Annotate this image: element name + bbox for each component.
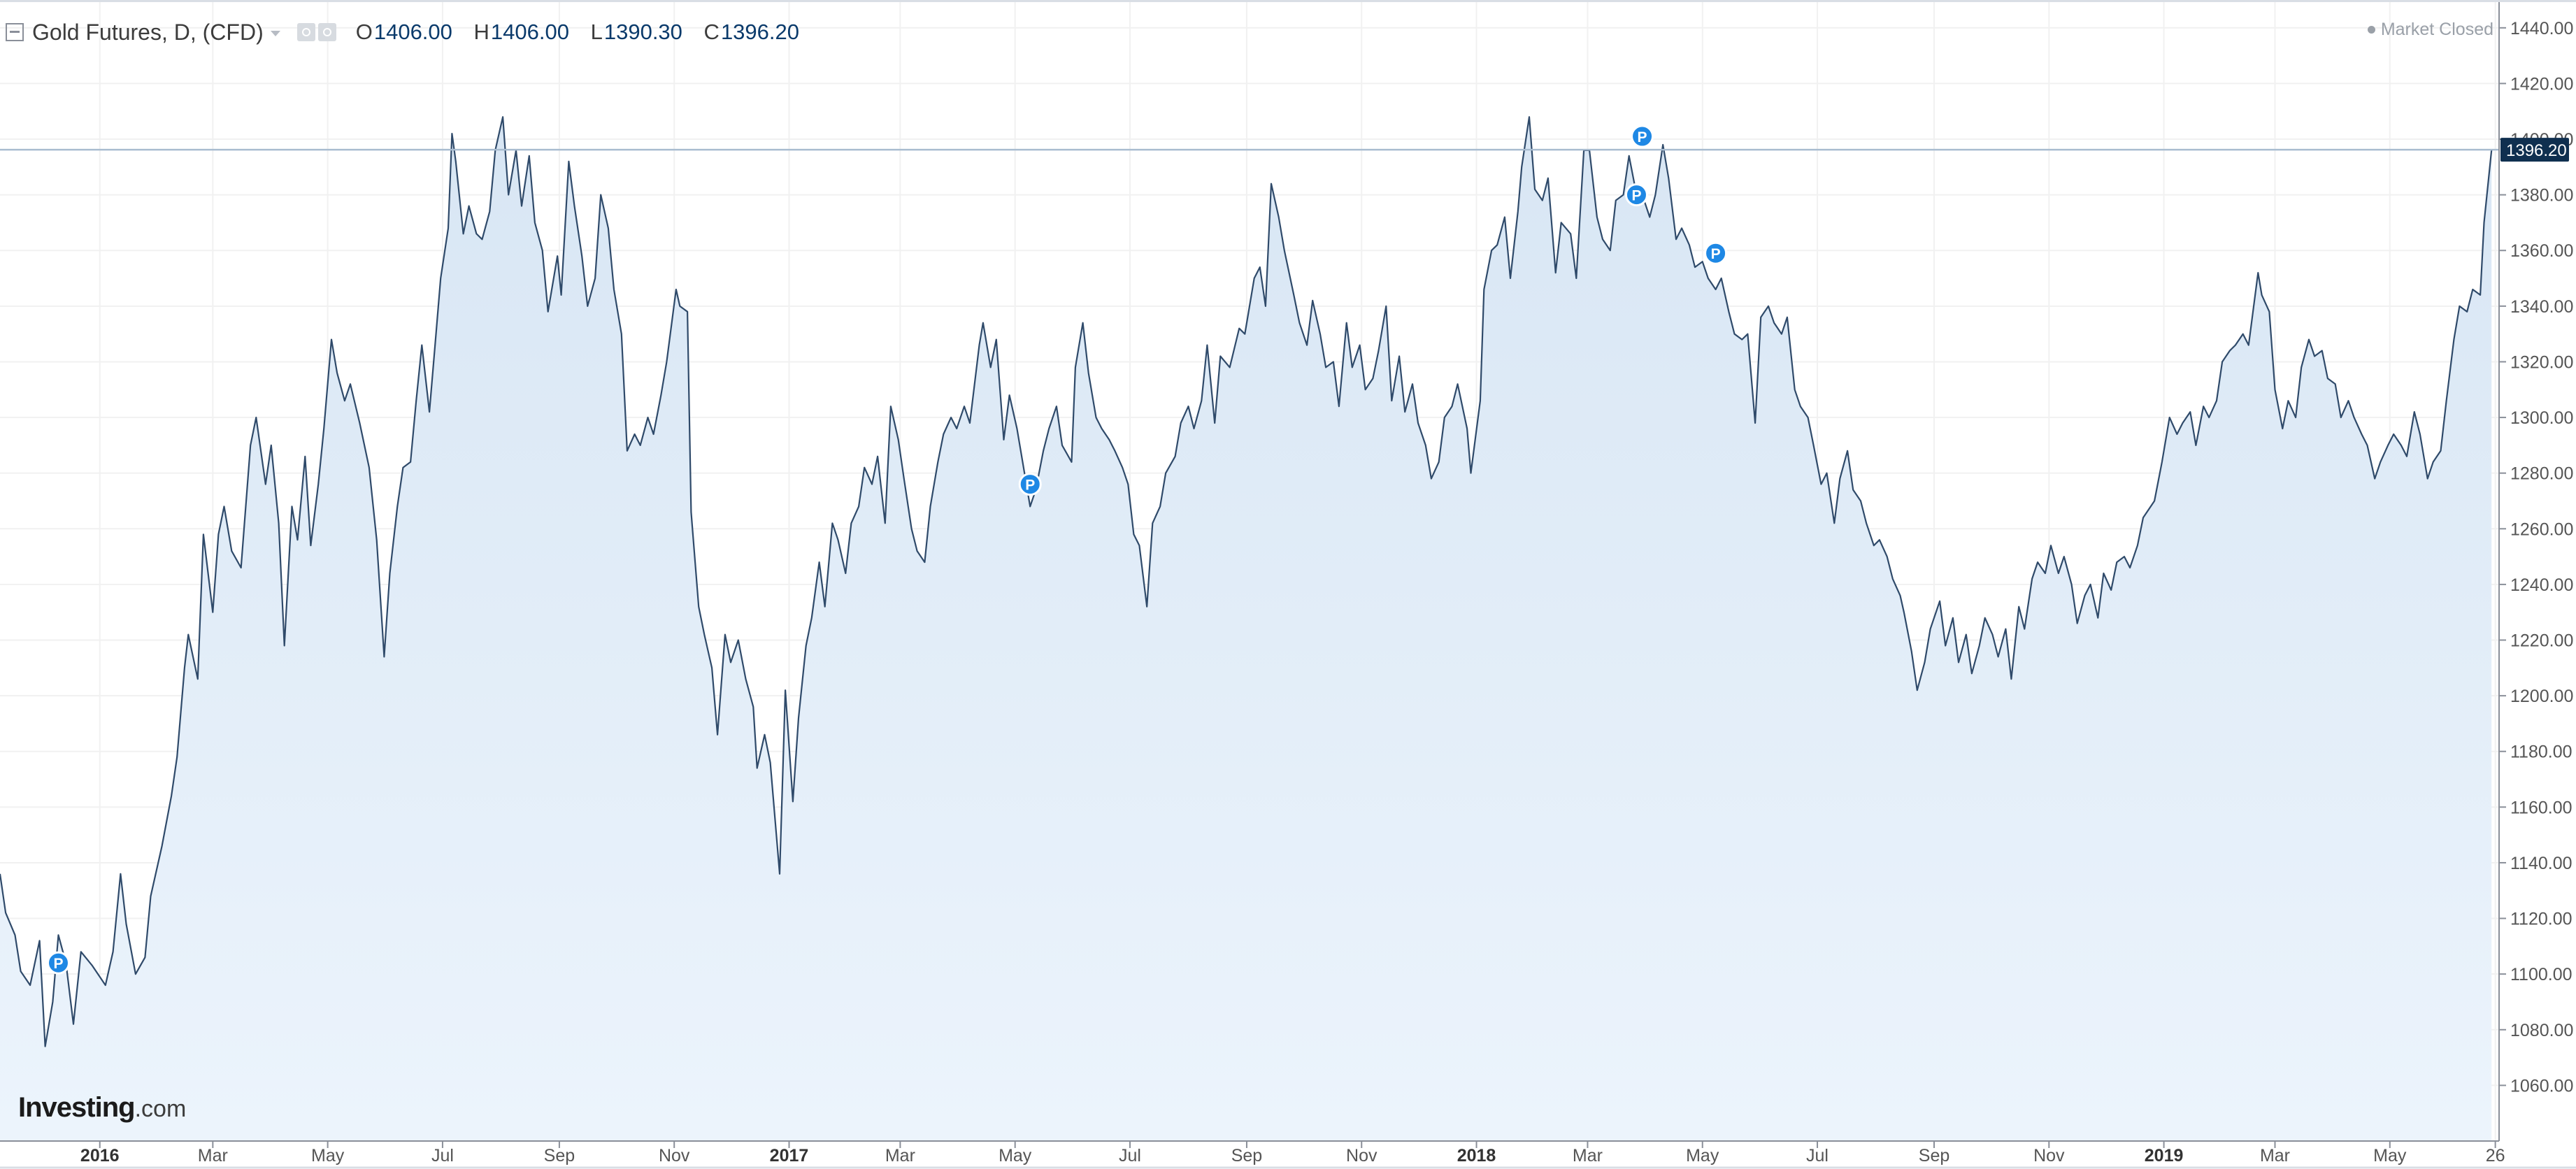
logo-suffix: .com [134,1096,187,1122]
annotation-marker[interactable]: P [46,951,70,975]
x-tick-label: 2018 [1457,1146,1496,1166]
high-label: H [473,20,489,44]
x-tick-label: Nov [2033,1146,2065,1166]
y-tick-label: 1180.00 [2510,743,2573,762]
x-tick-label: Jul [1806,1146,1829,1166]
x-tick-label: May [2373,1146,2407,1166]
y-tick-label: 1300.00 [2510,408,2573,428]
y-tick-label: 1360.00 [2510,241,2573,261]
x-tick-label: Nov [1346,1146,1378,1166]
market-status: Market Closed [2367,20,2493,40]
x-tick-label: Sep [1231,1146,1262,1166]
open-value: 1406.00 [373,20,452,44]
y-tick-label: 1220.00 [2510,631,2573,651]
x-tick-label: Jul [1119,1146,1141,1166]
series-line [0,116,2493,1047]
ohlc-readout: O1406.00 H1406.00 L1390.30 C1396.20 [356,20,799,45]
x-tick-label: Sep [1919,1146,1949,1166]
y-tick-label: 1140.00 [2510,854,2573,873]
marker-circle[interactable] [1018,473,1042,496]
marker-label[interactable]: P [1638,129,1647,145]
x-tick-label: Mar [1573,1146,1603,1166]
last-price-badge: 1396.20 [2500,138,2569,162]
low-label: L [590,20,603,44]
chevron-down-icon[interactable] [270,31,280,36]
y-tick-label: 1060.00 [2510,1076,2573,1096]
x-tick-label: Jul [431,1146,454,1166]
status-dot-icon [2367,26,2375,34]
investing-logo: Investing.com [18,1092,186,1124]
symbol-title[interactable]: Gold Futures, D, (CFD) [32,19,264,45]
top-border [0,0,2576,2]
marker-circle[interactable] [1624,183,1648,207]
y-tick-label: 1160.00 [2510,798,2573,817]
symbol-legend: Gold Futures, D, (CFD) O1406.00 H1406.00… [6,15,799,49]
x-tick-label: Mar [198,1146,228,1166]
settings-icon[interactable] [296,23,315,41]
y-tick-label: 1280.00 [2510,464,2573,484]
x-tick-label: 2016 [80,1146,120,1166]
x-tick-label: Sep [544,1146,575,1166]
y-tick-label: 1340.00 [2510,297,2573,317]
y-tick-label: 1120.00 [2510,910,2573,929]
y-tick-label: 1080.00 [2510,1021,2573,1040]
x-tick-label: Mar [2260,1146,2290,1166]
y-tick-label: 1200.00 [2510,687,2573,706]
y-tick-label: 1100.00 [2510,965,2573,984]
marker-label[interactable]: P [1711,246,1721,262]
marker-label[interactable]: P [1025,478,1035,494]
x-tick-label: Nov [659,1146,690,1166]
marker-circle[interactable] [46,951,70,975]
y-tick-label: 1240.00 [2510,575,2573,595]
y-tick-label: 1320.00 [2510,352,2573,372]
y-tick-label: 1440.00 [2510,19,2573,38]
y-tick-label: 1260.00 [2510,519,2573,539]
x-tick-label: Mar [885,1146,915,1166]
high-value: 1406.00 [490,20,569,44]
market-status-text: Market Closed [2380,20,2493,39]
x-tick-label: May [999,1146,1032,1166]
annotation-markers[interactable]: P P P P P [46,124,1728,975]
series-area [0,116,2499,1142]
x-tick-label: May [1686,1146,1719,1166]
annotation-marker[interactable]: P [1631,124,1654,148]
close-label: C [703,20,720,44]
open-label: O [355,20,373,44]
x-tick-label: 2019 [2145,1146,2184,1166]
gear-icon[interactable] [317,23,336,41]
series-fill [0,117,2492,1142]
annotation-marker[interactable]: P [1018,473,1042,496]
close-value: 1396.20 [720,20,799,44]
annotation-marker[interactable]: P [1704,241,1728,265]
marker-circle[interactable] [1631,124,1654,148]
low-value: 1390.30 [603,20,682,44]
marker-circle[interactable] [1704,241,1728,265]
x-tick-label: 26 [2486,1146,2505,1166]
marker-label[interactable]: P [1631,188,1641,204]
collapse-legend-icon[interactable] [6,23,24,41]
last-price-badge-bg [2500,138,2569,162]
x-tick-label: May [311,1146,345,1166]
annotation-marker[interactable]: P [1624,183,1648,207]
x-tick-label: 2017 [770,1146,809,1166]
last-price-label: 1396.20 [2506,141,2567,160]
marker-label[interactable]: P [53,956,63,972]
y-tick-label: 1420.00 [2510,74,2573,94]
logo-brand: Investing [18,1092,136,1123]
y-tick-label: 1380.00 [2510,186,2573,206]
